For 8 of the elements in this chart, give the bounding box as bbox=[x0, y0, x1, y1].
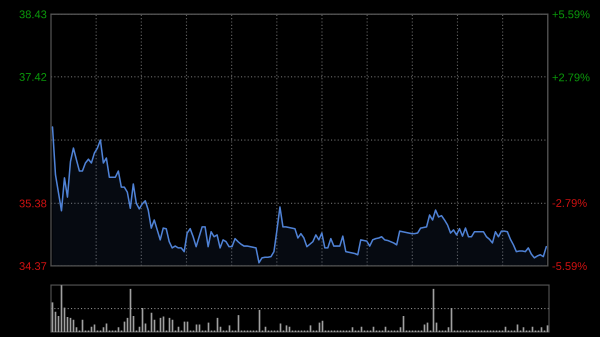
y2-tick-label: -2.79% bbox=[552, 199, 587, 207]
y2-tick-label: +5.59% bbox=[552, 10, 590, 18]
y-tick-label: 34.37 bbox=[19, 262, 46, 270]
y-tick-label: 35.38 bbox=[19, 200, 46, 208]
y-tick-label: 37.42 bbox=[19, 73, 46, 81]
y2-tick-label: +2.79% bbox=[552, 73, 590, 82]
y2-tick-label: -5.59% bbox=[552, 262, 587, 270]
y-tick-label: 38.43 bbox=[19, 10, 46, 18]
